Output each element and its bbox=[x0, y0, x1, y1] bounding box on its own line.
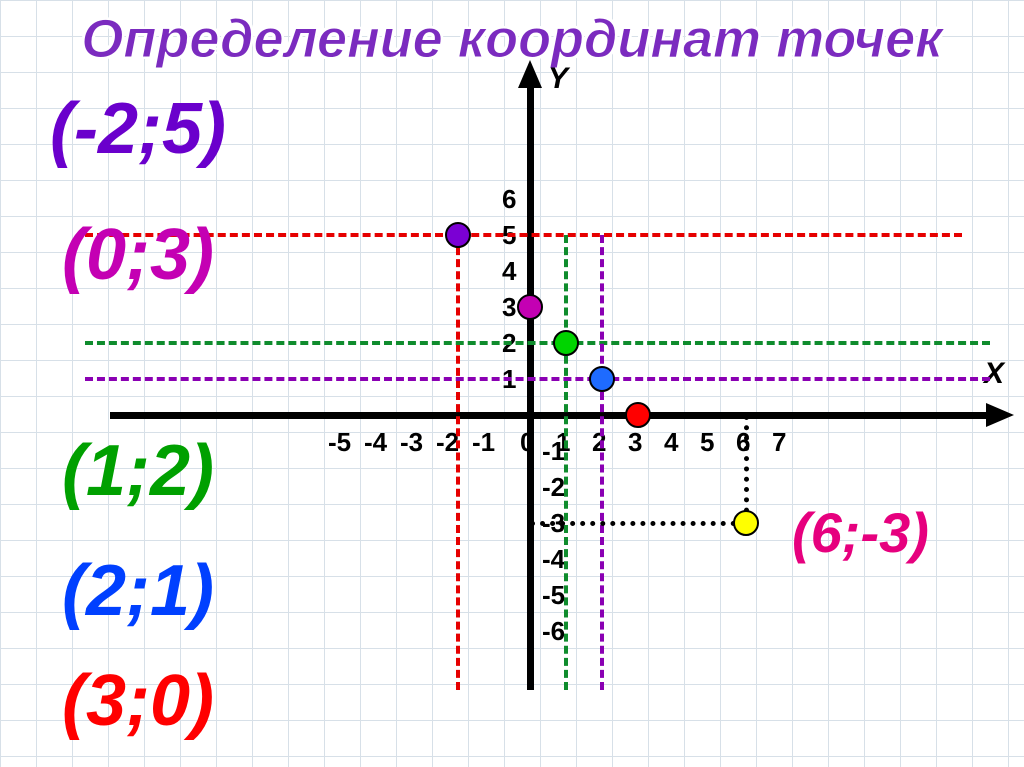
coord-label: (1;2) bbox=[62, 430, 214, 512]
x-axis bbox=[110, 412, 990, 419]
y-tick-label: -6 bbox=[542, 616, 565, 647]
y-tick-label: 3 bbox=[502, 292, 516, 323]
guide-line bbox=[600, 235, 604, 690]
x-tick-label: -5 bbox=[328, 427, 351, 458]
x-tick-label: 7 bbox=[772, 427, 786, 458]
x-tick-label: 0 bbox=[520, 427, 534, 458]
guide-line bbox=[564, 235, 568, 690]
x-axis-arrow bbox=[986, 403, 1014, 427]
guide-line bbox=[85, 233, 962, 237]
guide-line bbox=[85, 341, 990, 345]
y-tick-label: -4 bbox=[542, 544, 565, 575]
guide-line bbox=[85, 377, 990, 381]
plot-point bbox=[733, 510, 759, 536]
coord-label: (0;3) bbox=[62, 214, 214, 296]
x-tick-label: -3 bbox=[400, 427, 423, 458]
guide-line bbox=[456, 235, 460, 690]
coord-label: (6;-3) bbox=[792, 500, 929, 565]
x-tick-label: -4 bbox=[364, 427, 387, 458]
y-tick-label: -5 bbox=[542, 580, 565, 611]
coord-label: (2;1) bbox=[62, 550, 214, 632]
y-axis bbox=[527, 80, 534, 690]
x-tick-label: 5 bbox=[700, 427, 714, 458]
y-tick-label: -1 bbox=[542, 436, 565, 467]
x-tick-label: 4 bbox=[664, 427, 678, 458]
coord-label: (-2;5) bbox=[50, 88, 226, 170]
y-axis-arrow bbox=[518, 60, 542, 88]
y-tick-label: -2 bbox=[542, 472, 565, 503]
x-axis-label: Х bbox=[984, 357, 1004, 391]
plot-point bbox=[517, 294, 543, 320]
page: Определение координат точек YХ-5-4-3-2-1… bbox=[0, 0, 1024, 767]
plot-point bbox=[589, 366, 615, 392]
plot-point bbox=[553, 330, 579, 356]
coord-label: (3;0) bbox=[62, 660, 214, 742]
y-axis-label: Y bbox=[548, 62, 568, 96]
x-tick-label: -1 bbox=[472, 427, 495, 458]
guide-line-dotted bbox=[530, 521, 746, 526]
y-tick-label: 6 bbox=[502, 184, 516, 215]
x-tick-label: 3 bbox=[628, 427, 642, 458]
y-tick-label: 4 bbox=[502, 256, 516, 287]
plot-point bbox=[625, 402, 651, 428]
plot-point bbox=[445, 222, 471, 248]
guide-line-dotted bbox=[744, 415, 749, 523]
